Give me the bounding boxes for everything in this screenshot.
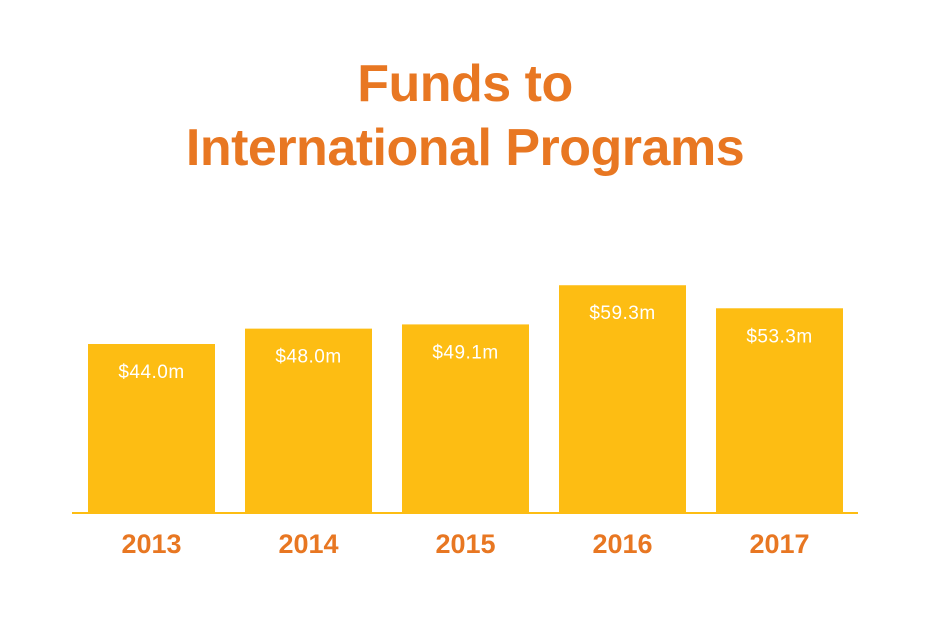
bar-2016 xyxy=(559,285,686,513)
x-tick-labels-group: 2013 2014 2015 2016 2017 xyxy=(121,529,809,559)
bar-2017 xyxy=(716,308,843,513)
x-tick-label-2014: 2014 xyxy=(278,529,338,559)
data-label-2017: $53.3m xyxy=(746,326,812,347)
data-label-2014: $48.0m xyxy=(275,347,341,368)
bar-2014 xyxy=(245,328,372,513)
bar-2013 xyxy=(88,344,215,513)
chart-title: Funds to International Programs xyxy=(0,52,930,180)
chart-title-line-1: Funds to xyxy=(357,55,573,113)
data-label-2013: $44.0m xyxy=(118,362,184,383)
bar-2015 xyxy=(402,324,529,513)
chart-title-line-2: International Programs xyxy=(185,119,745,177)
bars-group xyxy=(88,285,843,513)
x-tick-label-2017: 2017 xyxy=(749,529,809,559)
data-label-2015: $49.1m xyxy=(432,342,498,363)
x-tick-label-2013: 2013 xyxy=(121,529,181,559)
x-tick-label-2016: 2016 xyxy=(592,529,652,559)
data-label-2016: $59.3m xyxy=(589,303,655,324)
x-tick-label-2015: 2015 xyxy=(435,529,495,559)
data-labels-group: $44.0m $48.0m $49.1m $59.3m $53.3m xyxy=(118,303,812,383)
